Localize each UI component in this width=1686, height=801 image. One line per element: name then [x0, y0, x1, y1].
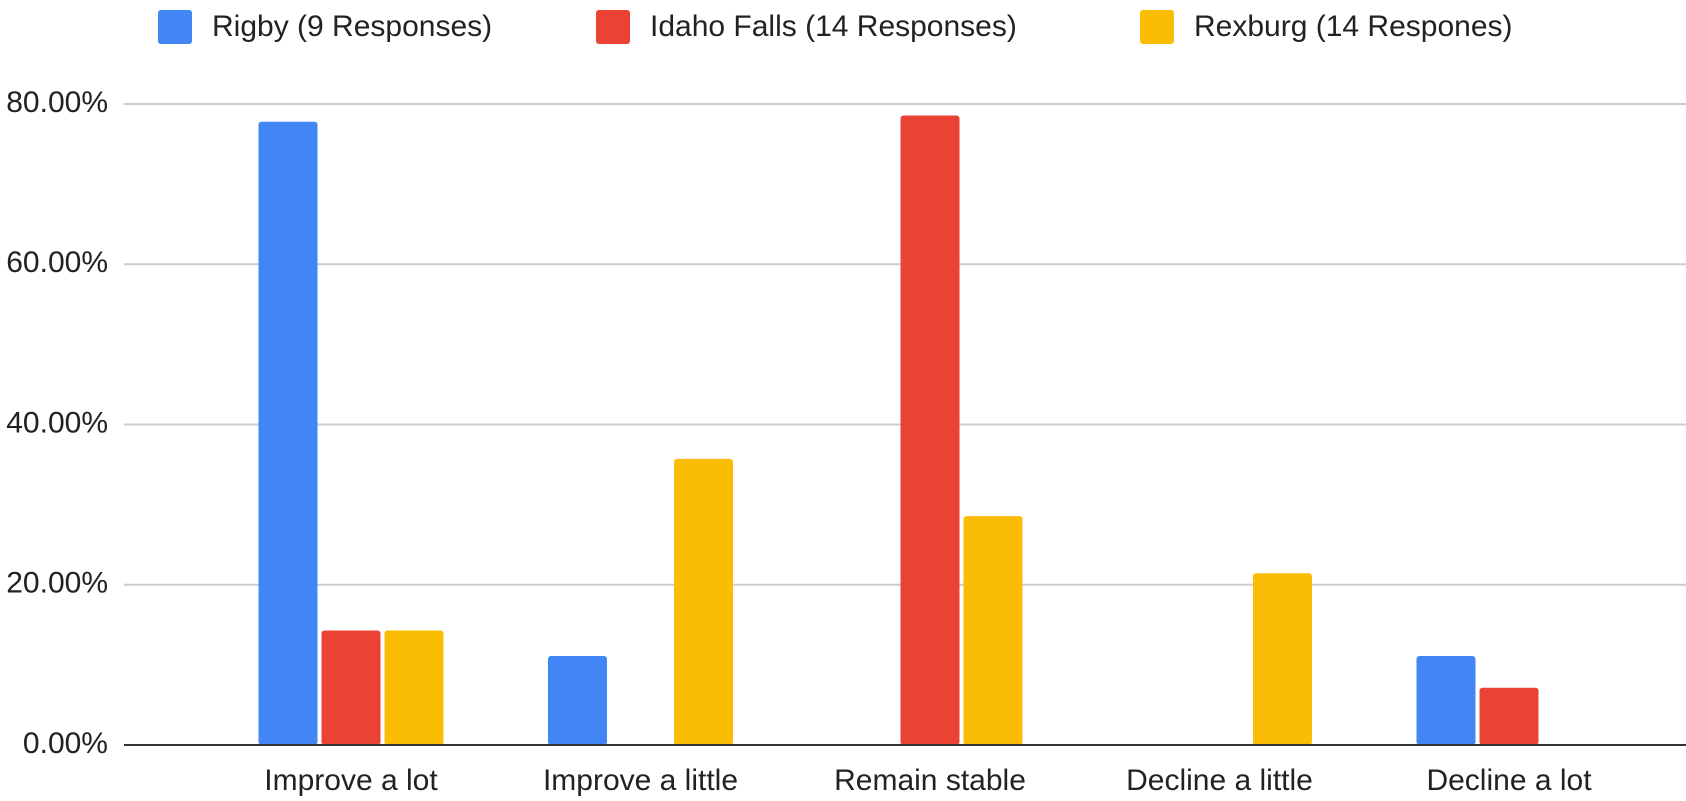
x-tick-label: Remain stable [834, 764, 1026, 797]
legend-swatch [1140, 10, 1174, 44]
legend-swatch [596, 10, 630, 44]
legend-label: Idaho Falls (14 Responses) [650, 10, 1017, 43]
bar [384, 630, 444, 745]
bar [548, 655, 607, 745]
legend-label: Rexburg (14 Respones) [1194, 10, 1513, 43]
bar [258, 121, 318, 746]
bar [674, 458, 733, 745]
bar [963, 516, 1023, 745]
bar [321, 630, 381, 745]
y-tick-label: 40.00% [6, 406, 108, 439]
x-tick-label: Improve a little [543, 764, 738, 797]
y-tick-label: 60.00% [6, 246, 108, 279]
bar [1253, 573, 1312, 745]
y-tick-label: 20.00% [6, 567, 108, 600]
legend-label: Rigby (9 Responses) [212, 10, 492, 43]
y-tick-label: 80.00% [6, 86, 108, 119]
legend-swatch [158, 10, 192, 44]
bar [900, 115, 960, 745]
bar [1416, 655, 1476, 745]
x-tick-label: Decline a lot [1426, 764, 1592, 797]
y-tick-label: 0.00% [23, 727, 108, 760]
bar [1479, 687, 1539, 745]
x-tick-label: Decline a little [1126, 764, 1313, 797]
x-tick-label: Improve a lot [264, 764, 438, 797]
